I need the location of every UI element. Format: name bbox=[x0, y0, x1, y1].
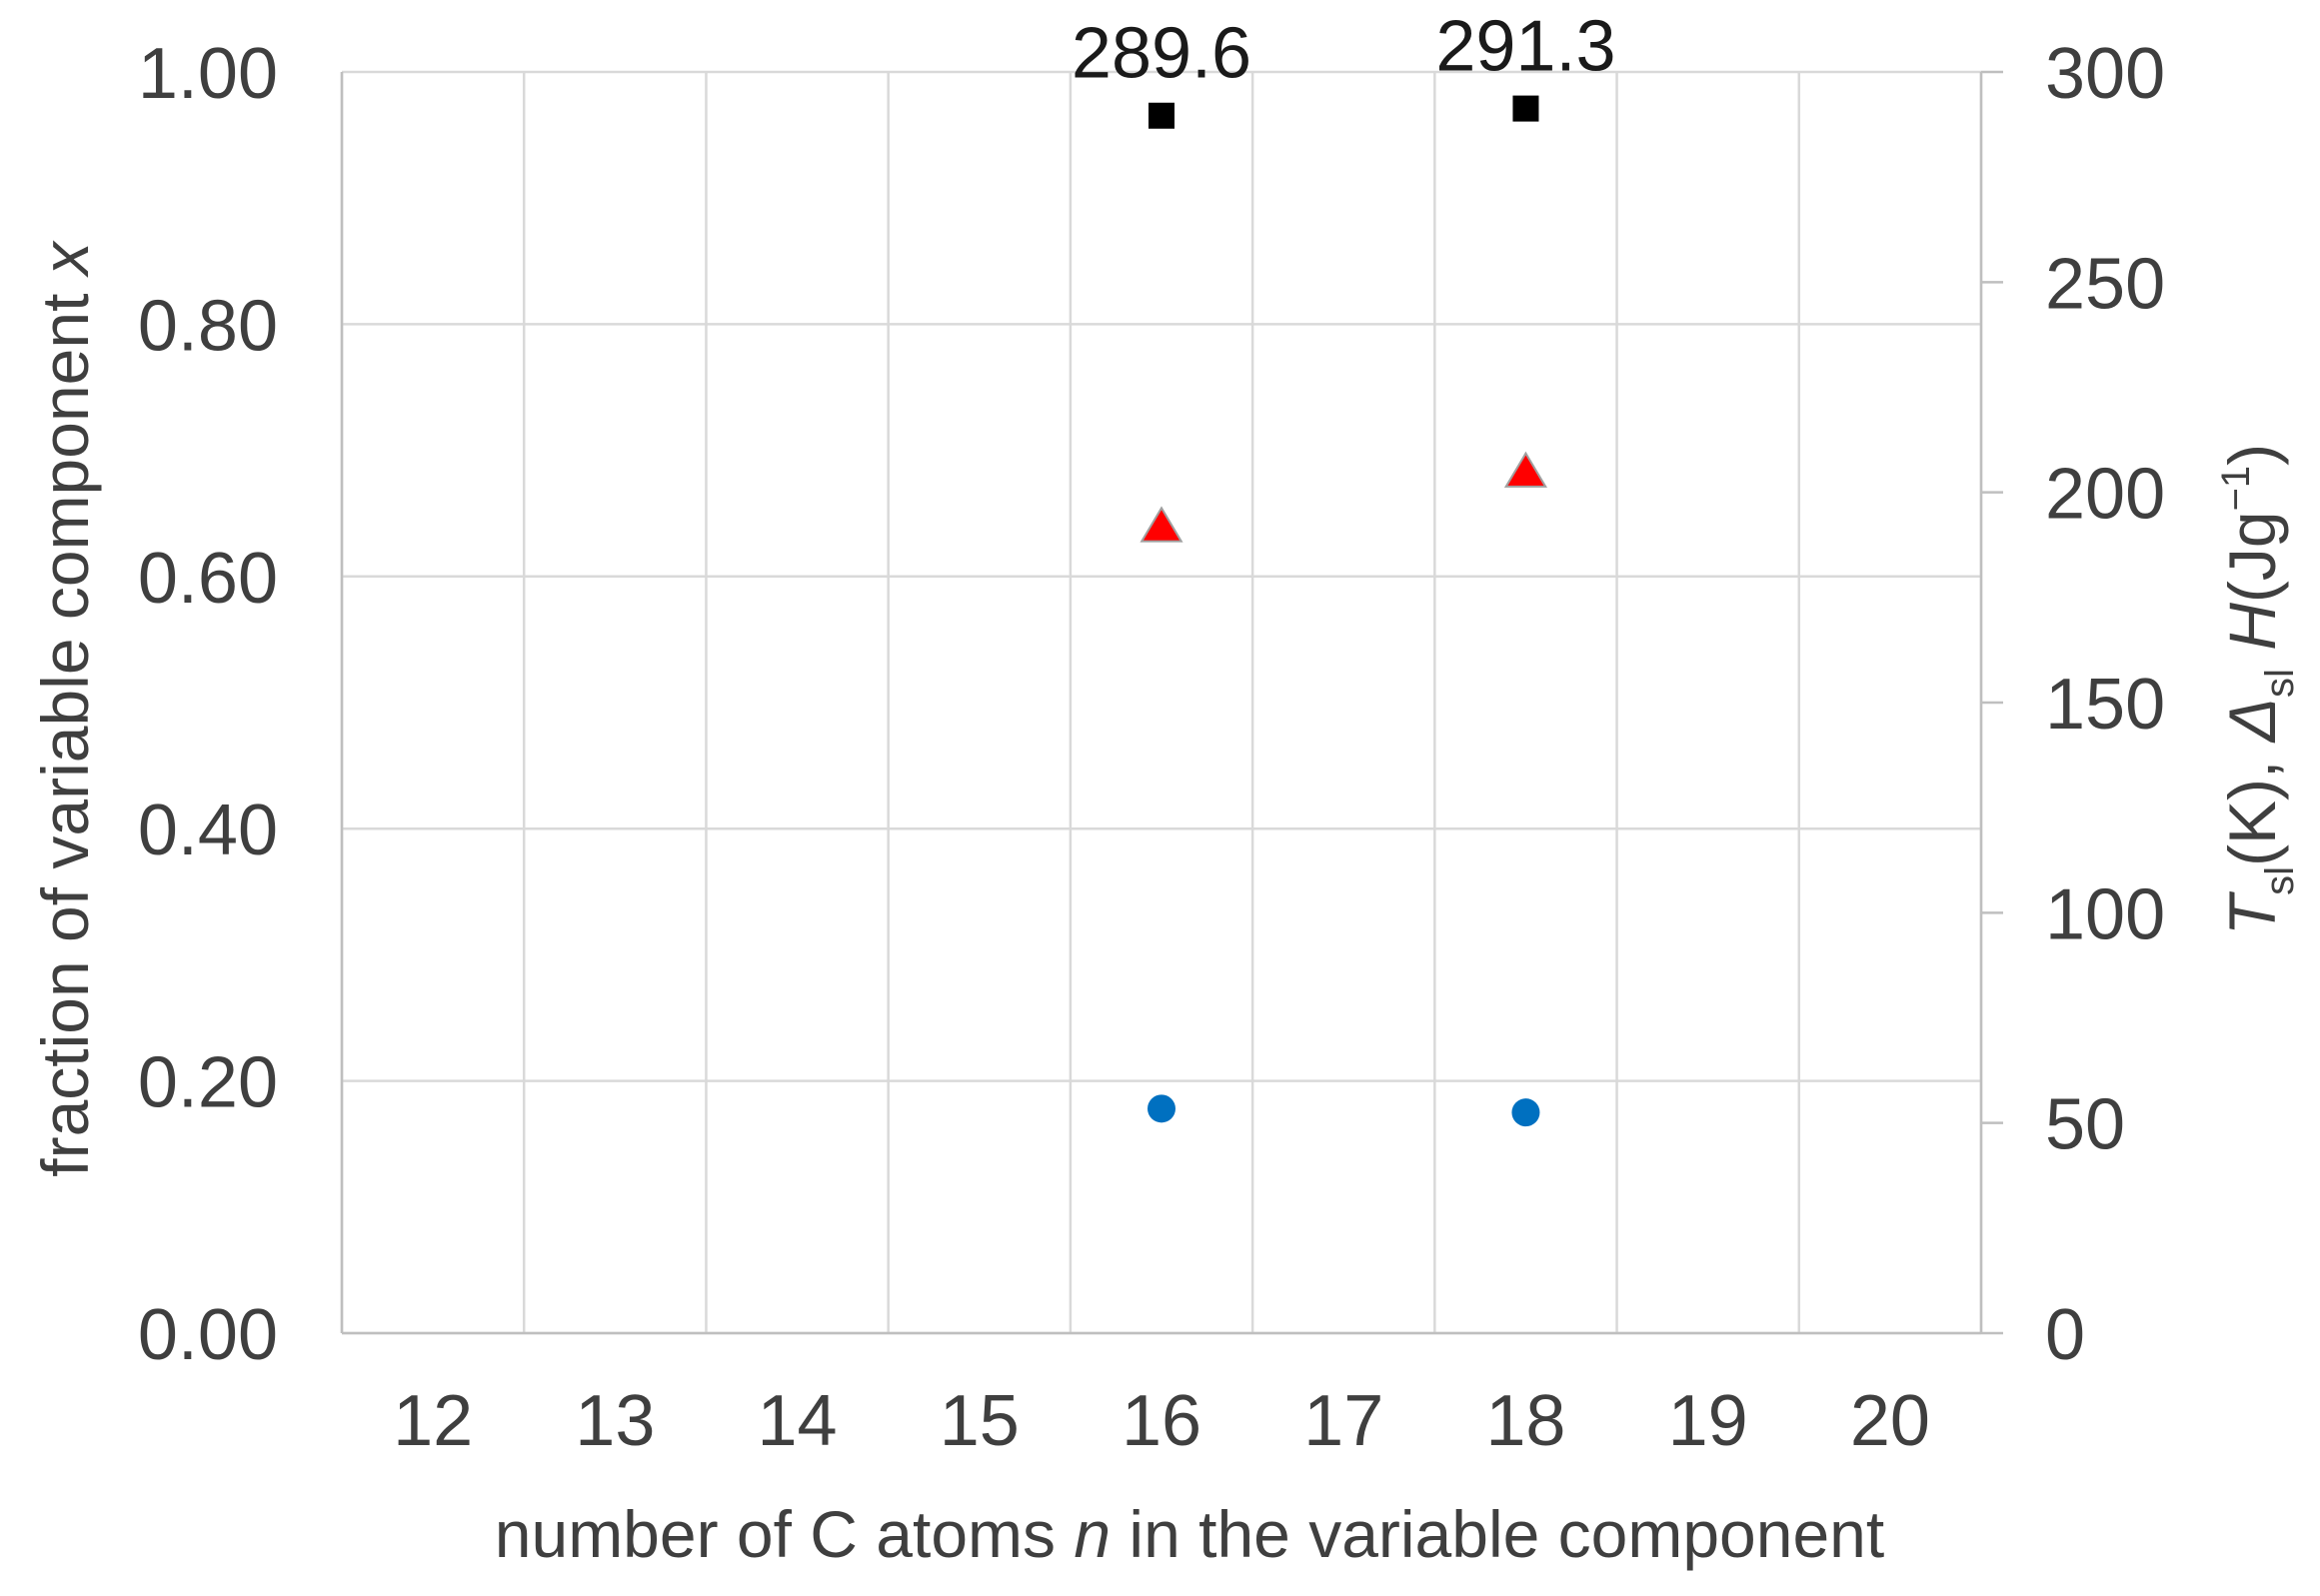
triangle-marker bbox=[1503, 451, 1548, 488]
circle-marker bbox=[1148, 1094, 1175, 1123]
data-label: 291.3 bbox=[1435, 7, 1615, 87]
x-axis-title: number of C atoms n in the variable comp… bbox=[495, 1497, 1884, 1571]
right-y-tick-label: 150 bbox=[2045, 665, 2165, 745]
left-y-tick-label: 0.20 bbox=[138, 1043, 278, 1123]
data-label: 289.6 bbox=[1072, 14, 1251, 94]
right-y-tick-label: 300 bbox=[2045, 34, 2165, 114]
left-y-axis-ticks: 0.00 0.20 0.40 0.60 0.80 1.00 bbox=[138, 34, 278, 1375]
x-axis-ticks: 12 13 14 15 16 17 18 19 20 bbox=[393, 1381, 1930, 1461]
axes bbox=[340, 72, 1983, 1335]
x-tick-label: 19 bbox=[1668, 1381, 1748, 1461]
x-tick-label: 17 bbox=[1303, 1381, 1383, 1461]
right-y-axis-ticks: 0 50 100 150 200 250 300 bbox=[1981, 34, 2165, 1375]
x-tick-label: 18 bbox=[1485, 1381, 1565, 1461]
right-y-tick-label: 250 bbox=[2045, 244, 2165, 324]
left-y-tick-label: 0.40 bbox=[138, 791, 278, 870]
x-tick-label: 13 bbox=[575, 1381, 655, 1461]
right-y-axis-title: Tsl(K), Δsl H(Jg−1) bbox=[2214, 444, 2302, 935]
right-y-tick-label: 50 bbox=[2045, 1085, 2125, 1165]
left-y-tick-label: 0.60 bbox=[138, 539, 278, 619]
gridlines bbox=[340, 70, 1983, 1335]
square-marker bbox=[1512, 95, 1539, 122]
data-points bbox=[1140, 95, 1548, 1127]
circle-marker bbox=[1511, 1098, 1540, 1127]
x-tick-label: 14 bbox=[758, 1381, 838, 1461]
x-tick-label: 20 bbox=[1850, 1381, 1930, 1461]
x-tick-label: 12 bbox=[393, 1381, 473, 1461]
triangle-marker bbox=[1140, 506, 1183, 543]
left-y-axis-title: fraction of variable component x bbox=[28, 240, 102, 1177]
square-marker bbox=[1149, 102, 1174, 129]
left-y-tick-label: 0.00 bbox=[138, 1295, 278, 1375]
right-y-tick-label: 200 bbox=[2045, 455, 2165, 535]
right-y-tick-label: 100 bbox=[2045, 874, 2165, 954]
x-tick-label: 15 bbox=[940, 1381, 1020, 1461]
left-y-tick-label: 0.80 bbox=[138, 286, 278, 366]
right-y-tick-label: 0 bbox=[2045, 1295, 2085, 1375]
left-y-tick-label: 1.00 bbox=[138, 34, 278, 114]
x-tick-label: 16 bbox=[1122, 1381, 1201, 1461]
data-labels: 289.6 291.3 bbox=[1072, 7, 1616, 94]
